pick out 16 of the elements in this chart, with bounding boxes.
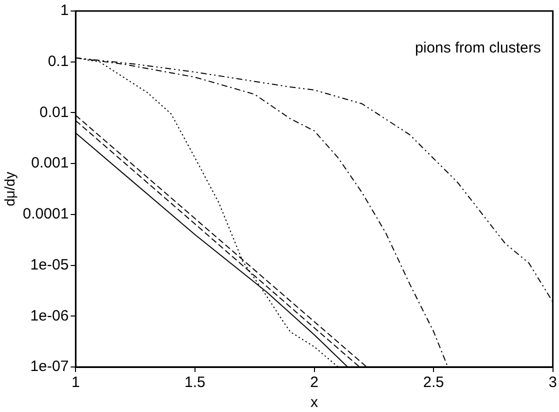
y-tick-label: 0.0001 <box>22 206 69 223</box>
x-tick-label: 1 <box>72 374 80 392</box>
x-tick-label: 2.5 <box>423 374 444 392</box>
annotation: pions from clusters <box>414 40 541 57</box>
x-tick-label: 2 <box>310 374 318 392</box>
x-axis-title: x <box>310 394 319 412</box>
y-tick-label: 0.001 <box>31 154 69 172</box>
y-tick-label: 1 <box>60 2 69 20</box>
y-tick-label: 1e-06 <box>30 307 69 324</box>
x-tick-label: 1.5 <box>184 374 206 392</box>
y-axis-title: dμ/dy <box>1 172 18 206</box>
y-tick-label: 0.01 <box>39 104 69 121</box>
y-tick-label: 1e-07 <box>30 358 69 376</box>
y-tick-label: 0.1 <box>48 53 69 70</box>
y-tick-label: 1e-05 <box>30 256 69 274</box>
x-tick-label: 3 <box>548 374 557 392</box>
